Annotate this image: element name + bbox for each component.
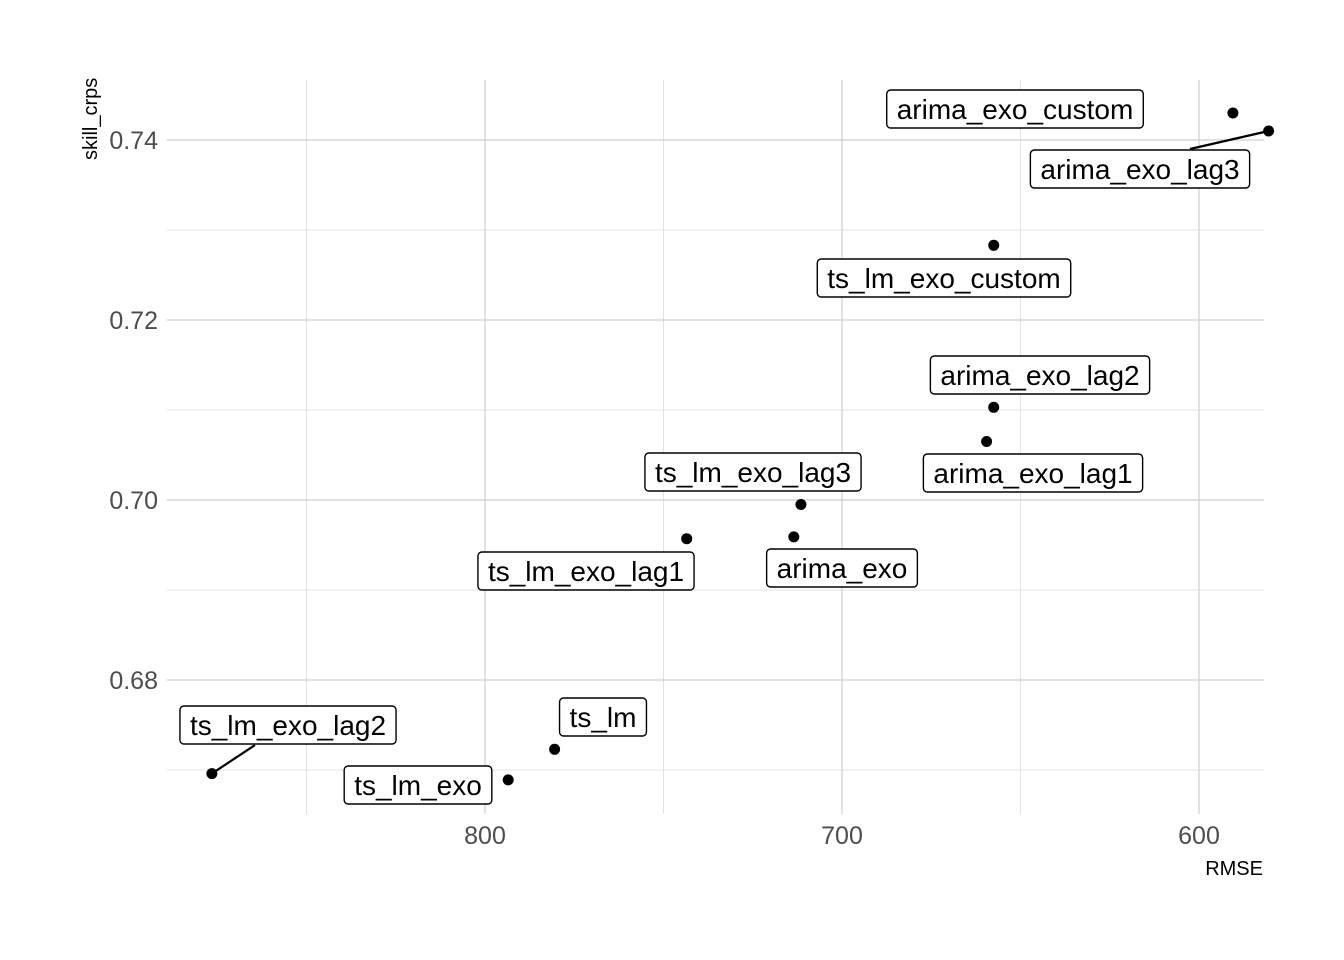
label-leader-line: [211, 744, 256, 775]
point-label-text: ts_lm_exo_lag3: [655, 457, 851, 488]
point-label-box: [886, 89, 1144, 129]
point-label: arima_exo: [765, 548, 919, 588]
point-label-text: ts_lm_exo: [354, 770, 482, 801]
point-label-text: arima_exo: [777, 553, 908, 584]
point-label-box: [179, 705, 397, 745]
y-axis-title: skill_crps: [80, 78, 102, 160]
point-label: ts_lm_exo: [343, 765, 493, 805]
grid-lines: [167, 80, 1264, 814]
point-label-text: arima_exo_lag3: [1040, 154, 1239, 185]
y-tick-label: 0.72: [109, 307, 158, 335]
data-point: [1227, 107, 1239, 119]
data-point: [502, 774, 514, 786]
y-tick-label: 0.74: [109, 127, 158, 155]
point-label-text: ts_lm_exo_custom: [827, 263, 1060, 294]
data-point: [788, 531, 800, 543]
point-label: ts_lm: [558, 697, 648, 737]
point-label-text: arima_exo_custom: [897, 94, 1134, 125]
point-label-text: arima_exo_lag2: [940, 360, 1139, 391]
point-label-text: ts_lm_exo_lag1: [488, 556, 684, 587]
point-label: arima_exo_custom: [886, 89, 1144, 129]
point-label-box: [1029, 149, 1251, 189]
point-label-box: [644, 452, 862, 492]
point-label-box: [929, 355, 1151, 395]
point-label-text: ts_lm: [570, 702, 637, 733]
point-label: arima_exo_lag2: [929, 355, 1151, 395]
point-label-box: [343, 765, 493, 805]
data-point: [988, 239, 1000, 251]
x-tick-label: 800: [464, 822, 506, 850]
data-point: [681, 533, 693, 545]
data-point: [988, 401, 1000, 413]
point-label-text: arima_exo_lag1: [933, 458, 1132, 489]
data-point: [795, 499, 807, 510]
point-label-text: ts_lm_exo_lag2: [190, 710, 386, 741]
point-label: arima_exo_lag1: [922, 453, 1144, 493]
x-axis-title: RMSE: [1205, 858, 1263, 880]
data-point: [549, 743, 561, 755]
y-tick-label: 0.70: [109, 487, 158, 515]
label-leader-lines: [211, 129, 1269, 775]
point-label-box: [922, 453, 1144, 493]
point-label: ts_lm_exo_lag1: [477, 551, 695, 591]
point-label-box: [816, 258, 1072, 298]
y-tick-label: 0.68: [109, 667, 158, 695]
label-leader-line: [1189, 129, 1269, 151]
point-label: arima_exo_lag3: [1029, 149, 1251, 189]
data-points: [206, 107, 1275, 786]
x-tick-label: 700: [821, 822, 863, 850]
x-tick-label: 600: [1178, 822, 1220, 850]
point-label-box: [558, 697, 648, 737]
point-label-box: [477, 551, 695, 591]
point-label: ts_lm_exo_lag3: [644, 452, 862, 492]
point-label: ts_lm_exo_custom: [816, 258, 1072, 298]
tick-labels: 800 700 600 0.68 0.70 0.72 0.74: [109, 127, 1220, 850]
data-point: [981, 436, 993, 447]
point-label-box: [765, 548, 919, 588]
data-point: [1263, 125, 1275, 137]
data-point: [206, 768, 218, 780]
point-label: ts_lm_exo_lag2: [179, 705, 397, 745]
point-labels: arima_exo_custom arima_exo_lag3 ts_lm_exo_…: [179, 89, 1251, 805]
